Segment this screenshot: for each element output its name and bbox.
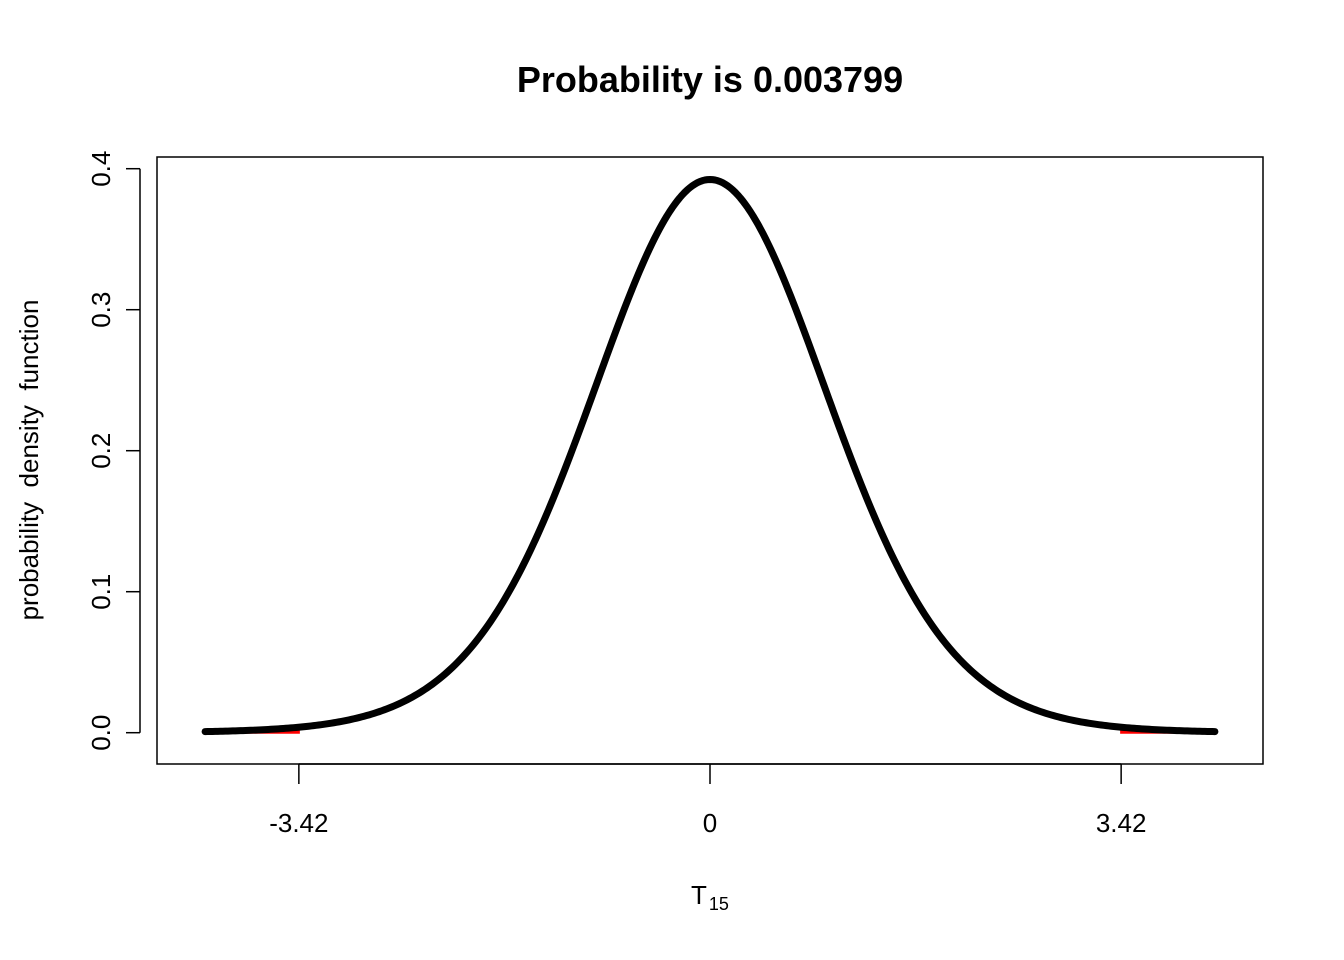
chart-title: Probability is 0.003799 [517, 59, 903, 100]
y-tick-label: 0.0 [86, 715, 116, 751]
y-tick-label: 0.3 [86, 292, 116, 328]
tail-shading [204, 726, 1216, 734]
x-axis-label-subscript: 15 [709, 894, 729, 914]
y-tick-label: 0.1 [86, 574, 116, 610]
y-tick-label: 0.4 [86, 151, 116, 187]
x-axis-label-main: T [691, 880, 707, 910]
y-axis: 0.0 0.1 0.2 0.3 0.4 [86, 151, 141, 751]
x-axis: -3.42 0 3.42 [269, 763, 1147, 838]
x-tick-label: -3.42 [269, 808, 328, 838]
density-curve-layer [201, 175, 1219, 736]
plot-frame [156, 156, 1264, 765]
y-axis-label: probability density function [14, 300, 44, 621]
density-curve [201, 175, 1219, 736]
x-tick-label: 3.42 [1096, 808, 1147, 838]
y-tick-label: 0.2 [86, 433, 116, 469]
x-tick-label: 0 [703, 808, 717, 838]
x-axis-label: T 15 [691, 880, 729, 914]
